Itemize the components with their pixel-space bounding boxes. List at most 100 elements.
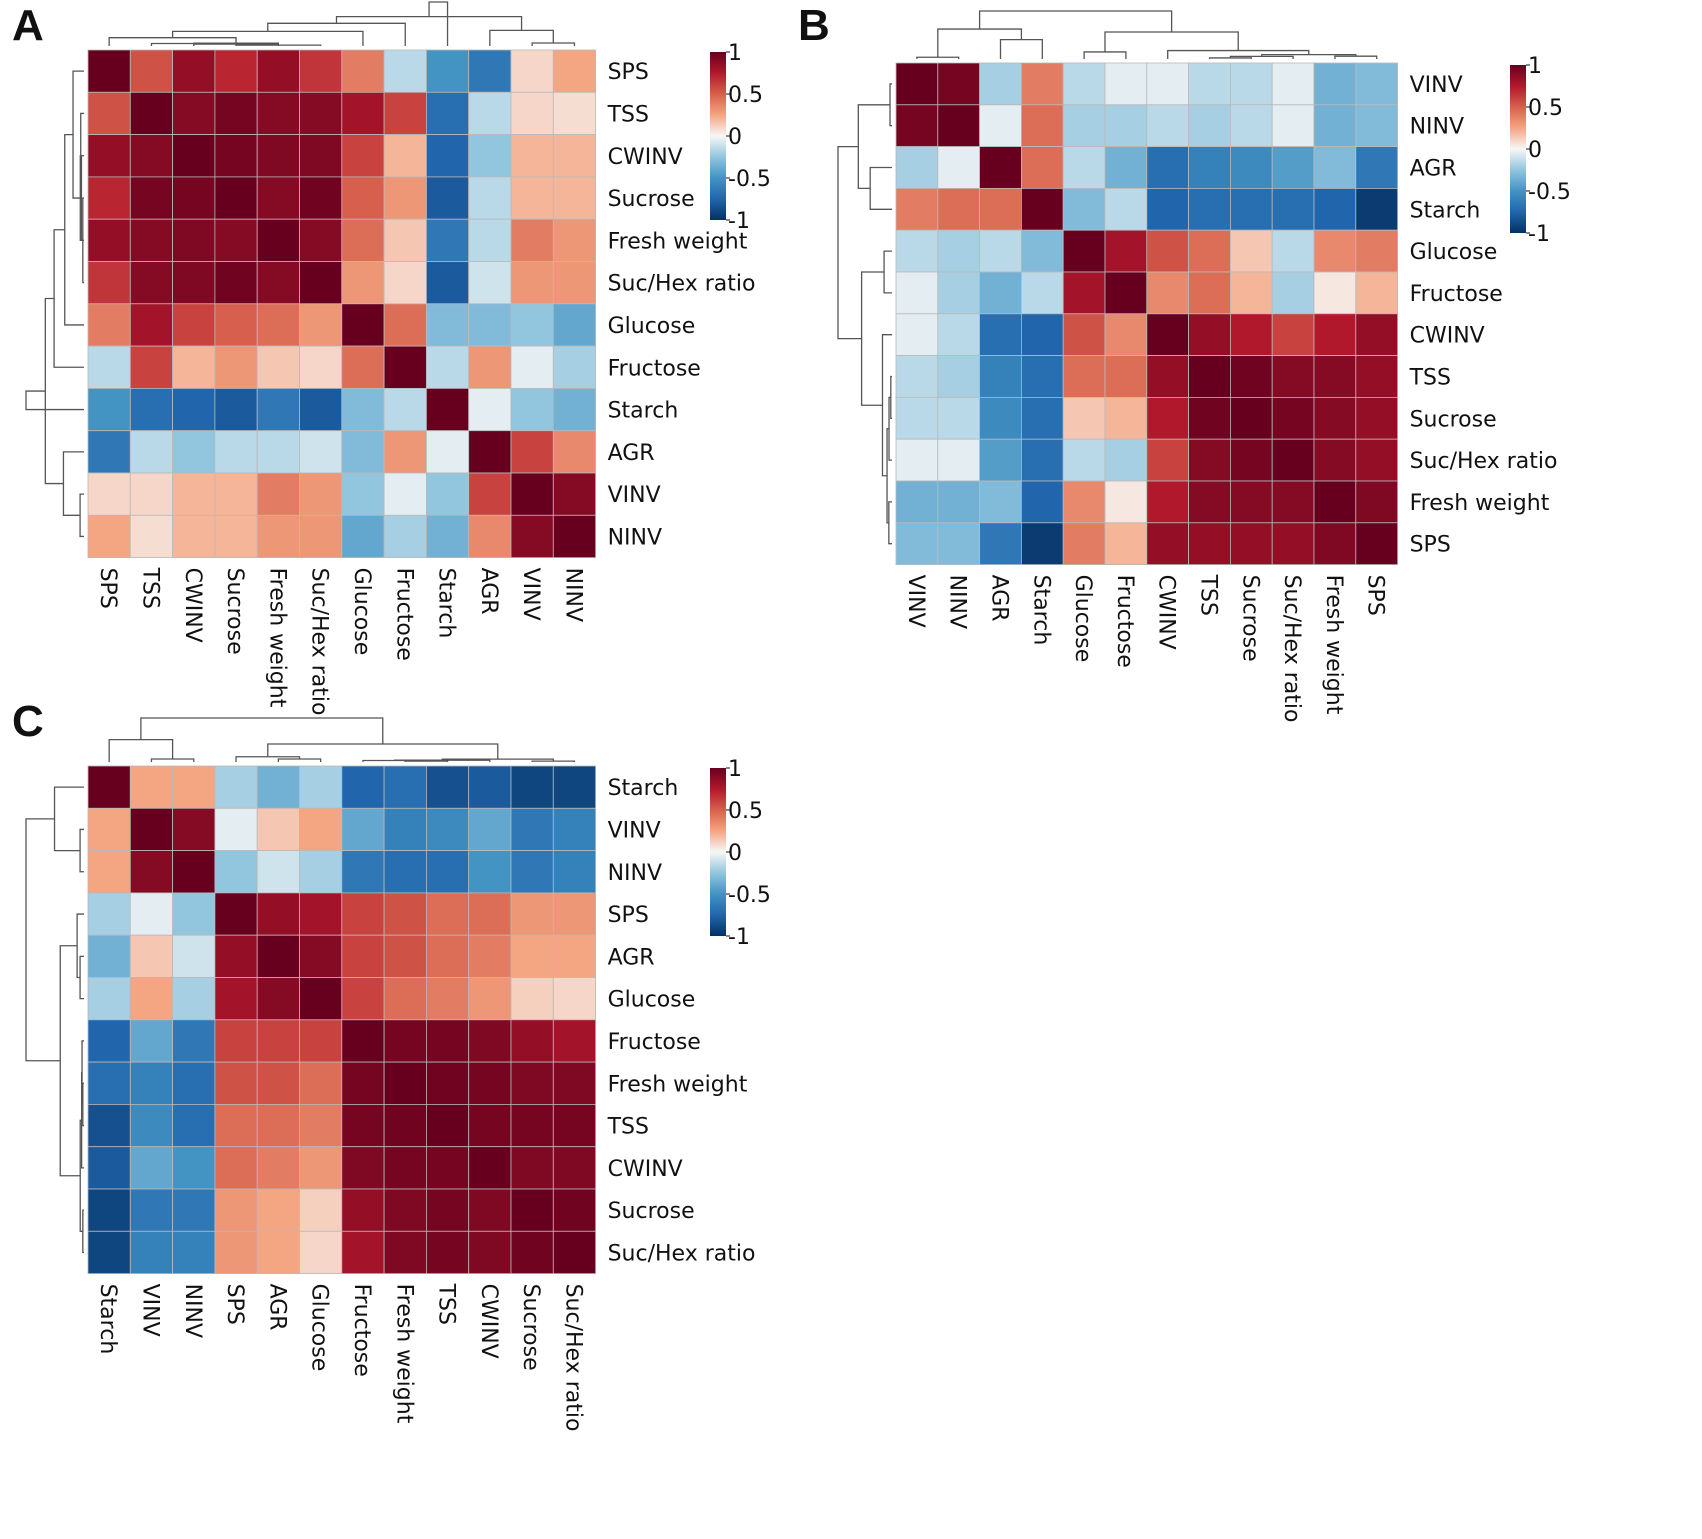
heatmap-cell-agr-ninv xyxy=(172,934,216,978)
heatmap-cell-glucose-tss xyxy=(425,977,470,1021)
heatmap-cell-sps-suc-hex-ratio xyxy=(1271,522,1315,565)
heatmap-cell-fresh-weight-suc-hex-ratio xyxy=(1271,480,1315,524)
heatmap-cell-suc-hex-ratio-glucose xyxy=(341,261,385,305)
heatmap-cell-ninv-sps xyxy=(1355,104,1398,148)
column-dendrogram xyxy=(108,717,576,762)
heatmap-cell-fructose-vinv xyxy=(129,1019,174,1063)
heatmap-cell-starch-ninv xyxy=(552,387,596,432)
column-label-sucrose: Sucrose xyxy=(1237,575,1262,662)
dendrogram-branch xyxy=(82,1082,84,1127)
heatmap-cell-fresh-weight-ninv xyxy=(937,480,981,524)
heatmap-cell-suc-hex-ratio-vinv xyxy=(510,261,554,305)
heatmap-cell-vinv-ninv xyxy=(552,472,596,516)
dendrogram-branch xyxy=(857,104,891,190)
heatmap-cell-sps-agr xyxy=(979,522,1022,565)
heatmap-cell-fructose-fructose xyxy=(383,345,427,389)
heatmap-cell-ninv-tss xyxy=(425,850,470,894)
dendrogram-branch xyxy=(62,451,84,516)
heatmap-cell-sucrose-cwinv xyxy=(172,176,216,220)
column-label-vinv: VINV xyxy=(903,575,928,628)
heatmap-cell-glucose-ninv xyxy=(937,229,981,273)
dendrogram-branch xyxy=(881,334,892,477)
heatmap-cell-starch-cwinv xyxy=(1146,187,1189,231)
heatmap-cell-glucose-glucose xyxy=(1062,229,1106,273)
dendrogram-branch xyxy=(108,37,237,46)
heatmap-cell-ninv-ninv xyxy=(552,514,596,558)
column-label-glucose: Glucose xyxy=(1070,575,1095,663)
dendrogram-branch xyxy=(883,250,892,294)
dendrogram-branch xyxy=(394,759,491,762)
heatmap-cell-suc-hex-ratio-tss xyxy=(1188,438,1231,482)
heatmap-cell-tss-ninv xyxy=(937,355,981,398)
heatmap-cell-ninv-sucrose xyxy=(1229,104,1273,148)
column-label-suc-hex-ratio: Suc/Hex ratio xyxy=(307,568,332,716)
heatmap-cell-suc-hex-ratio-agr xyxy=(468,261,512,305)
heatmap-cell-tss-glucose xyxy=(1062,355,1106,398)
heatmap-cell-sps-tss xyxy=(1188,522,1231,565)
heatmap-cell-suc-hex-ratio-cwinv xyxy=(172,261,216,305)
heatmap-cell-cwinv-ninv xyxy=(552,134,596,178)
heatmap-cell-suc-hex-ratio-fructose xyxy=(383,261,427,305)
heatmap-cell-tss-cwinv xyxy=(468,1103,512,1148)
heatmap-cell-fresh-weight-starch xyxy=(425,218,470,262)
row-label-fresh-weight: Fresh weight xyxy=(608,1072,748,1097)
heatmap-cell-fresh-weight-fructose xyxy=(1104,480,1148,524)
heatmap-cell-fructose-ninv xyxy=(172,1019,216,1063)
heatmap-cell-vinv-suc-hex-ratio xyxy=(1271,62,1315,106)
heatmap-cell-tss-fresh-weight xyxy=(1313,355,1357,398)
color-bar-tick-label: -0.5 xyxy=(1528,180,1571,205)
heatmap-cell-cwinv-agr xyxy=(256,1146,300,1190)
heatmap-cell-ninv-vinv xyxy=(129,850,174,894)
column-label-tss: TSS xyxy=(137,567,162,609)
heatmap-cell-sucrose-sps xyxy=(1355,396,1398,440)
heatmap-cell-ninv-cwinv xyxy=(468,850,512,894)
row-label-agr: AGR xyxy=(1410,157,1457,182)
heatmap-cell-vinv-ninv xyxy=(172,807,216,851)
heatmap-cell-glucose-sps xyxy=(87,303,131,347)
heatmap-c: C Starch VINV NINV SPS AGR Glucose Fructose Fres… xyxy=(12,697,771,1431)
heatmap-cell-sucrose-sucrose xyxy=(214,176,258,220)
row-label-glucose: Glucose xyxy=(1410,240,1498,265)
heatmap-cell-sucrose-suc-hex-ratio xyxy=(1271,396,1315,440)
heatmap-cell-fresh-weight-fresh-weight xyxy=(256,218,300,262)
heatmap-cell-suc-hex-ratio-starch xyxy=(1020,438,1064,482)
heatmap-cell-suc-hex-ratio-tss xyxy=(129,261,174,305)
dendrogram-branch xyxy=(79,828,84,873)
heatmap-cell-starch-sps xyxy=(214,765,258,809)
color-bar-tick-label: 0 xyxy=(728,125,742,150)
heatmap-cell-fructose-fresh-weight xyxy=(383,1019,427,1063)
heatmap-cell-fresh-weight-sps xyxy=(1355,480,1398,524)
heatmap-cell-vinv-glucose xyxy=(341,472,385,516)
heatmap-cell-tss-fructose xyxy=(383,91,427,136)
heatmap-cell-sucrose-ninv xyxy=(172,1188,216,1232)
column-label-starch: Starch xyxy=(95,1284,120,1355)
column-label-ninv: NINV xyxy=(560,568,585,622)
heatmap-cell-ninv-sucrose xyxy=(214,514,258,558)
heatmap-cell-vinv-suc-hex-ratio xyxy=(552,807,596,851)
heatmap-cell-sucrose-vinv xyxy=(129,1188,174,1232)
heatmap-cell-fructose-fructose xyxy=(341,1019,385,1063)
heatmap-cell-sucrose-fructose xyxy=(383,176,427,220)
heatmap-cell-cwinv-glucose xyxy=(1062,313,1106,356)
heatmap-cell-vinv-sps xyxy=(214,807,258,851)
heatmap-cell-agr-fresh-weight xyxy=(1313,146,1357,189)
heatmap-cell-suc-hex-ratio-ninv xyxy=(552,261,596,305)
panel-a: A SPS TSS CWINV Sucrose Fresh weight Suc/Hex r… xyxy=(0,0,860,774)
heatmap-cell-suc-hex-ratio-vinv xyxy=(895,438,939,482)
color-bar-tick-label: 0 xyxy=(1528,138,1542,163)
heatmap-cell-glucose-suc-hex-ratio xyxy=(299,303,343,347)
heatmap-cell-vinv-starch xyxy=(87,807,131,851)
heatmap-cell-cwinv-fresh-weight xyxy=(1313,313,1357,356)
heatmap-cell-cwinv-sps xyxy=(214,1146,258,1190)
heatmap-cell-fresh-weight-starch xyxy=(87,1061,131,1105)
heatmap-cell-cwinv-suc-hex-ratio xyxy=(552,1146,596,1190)
color-bar-tick-label: 1 xyxy=(728,41,742,66)
heatmap-cell-cwinv-sucrose xyxy=(510,1146,554,1190)
heatmap-cell-agr-fructose xyxy=(383,430,427,474)
heatmap-cell-fresh-weight-sucrose xyxy=(214,218,258,262)
heatmap-cell-starch-suc-hex-ratio xyxy=(552,765,596,809)
column-label-fresh-weight: Fresh weight xyxy=(264,568,289,708)
dendrogram-branch xyxy=(79,155,84,241)
heatmap-cell-fresh-weight-fructose xyxy=(383,218,427,262)
heatmap-cell-starch-suc-hex-ratio xyxy=(299,387,343,432)
